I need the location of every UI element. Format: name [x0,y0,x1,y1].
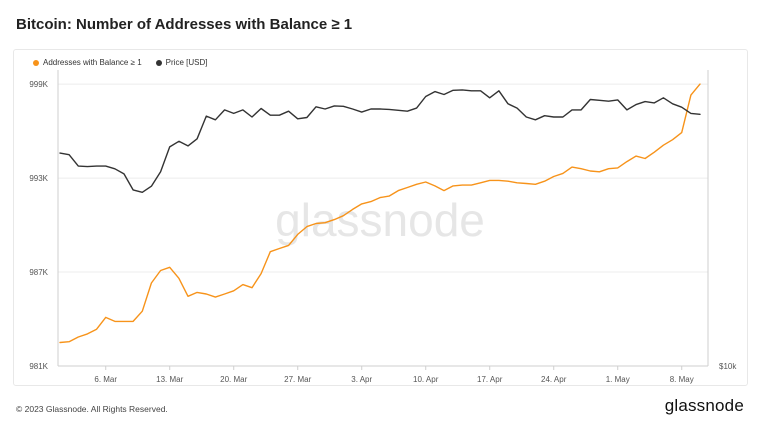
x-tick-label: 17. Apr [477,375,503,384]
x-tick-label: 8. May [670,375,694,384]
y-tick-label: 993K [29,174,48,183]
watermark: glassnode [275,194,485,246]
y-tick-label: 987K [29,268,48,277]
legend-item-addresses[interactable]: Addresses with Balance ≥ 1 [33,58,142,67]
x-tick-label: 1. May [606,375,630,384]
x-tick-label: 6. Mar [94,375,117,384]
legend-item-price[interactable]: Price [USD] [155,58,208,67]
x-tick-label: 24. Apr [541,375,567,384]
chart-title: Bitcoin: Number of Addresses with Balanc… [16,16,353,33]
chart-panel [13,49,748,386]
legend-label-price: Price [USD] [165,58,208,67]
x-tick-label: 27. Mar [284,375,311,384]
y-tick-label: 981K [29,362,48,371]
copyright-text: © 2023 Glassnode. All Rights Reserved. [16,404,168,414]
y2-tick-label: $10k [719,362,737,371]
x-tick-label: 3. Apr [351,375,372,384]
legend-label-addresses: Addresses with Balance ≥ 1 [43,58,142,67]
series-line-price [59,89,701,194]
x-tick-label: 13. Mar [156,375,183,384]
x-tick-label: 10. Apr [413,375,439,384]
legend: Addresses with Balance ≥ 1 Price [USD] [33,58,207,67]
glassnode-logo: glassnode [664,396,744,415]
x-tick-label: 20. Mar [220,375,247,384]
legend-swatch-addresses [33,59,39,66]
series-line-addresses [59,83,701,344]
legend-swatch-price [155,59,162,66]
y-tick-label: 999K [29,80,48,89]
